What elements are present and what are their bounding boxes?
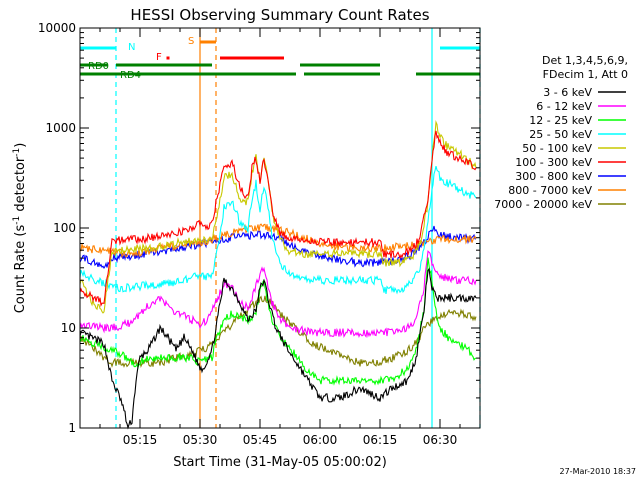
series-line — [79, 250, 477, 338]
annotation-label: RD4 — [120, 70, 141, 81]
x-tick-label: 06:30 — [423, 433, 458, 447]
flare-point — [166, 56, 170, 60]
legend-entry-label: 100 - 300 keV — [515, 156, 592, 169]
chart-title: HESSI Observing Summary Count Rates — [130, 6, 429, 24]
legend-header: Det 1,3,4,5,6,9, — [542, 54, 628, 67]
y-tick-label: 10000 — [38, 21, 76, 35]
y-tick-label: 1000 — [45, 121, 76, 135]
legend-entry-label: 6 - 12 keV — [536, 100, 592, 113]
series-line — [79, 165, 477, 295]
x-axis: 05:15 05:30 05:45 06:00 06:15 06:30 — [99, 28, 461, 447]
legend-entry-label: 7000 - 20000 keV — [494, 198, 592, 211]
x-tick-label: 05:15 — [123, 433, 158, 447]
timestamp: 27-Mar-2010 18:37 — [560, 467, 637, 476]
legend: Det 1,3,4,5,6,9,FDecim 1, Att 0 3 - 6 keV… — [494, 54, 628, 211]
y-tick-label: 1 — [68, 421, 76, 435]
y-axis: 1 10 100 1000 10000 — [38, 21, 480, 435]
y-tick-label: 100 — [53, 221, 76, 235]
x-tick-label: 05:45 — [243, 433, 278, 447]
legend-header: FDecim 1, Att 0 — [543, 68, 628, 81]
series-layer — [79, 120, 477, 430]
legend-entry-label: 3 - 6 keV — [543, 86, 592, 99]
y-axis-label: Count Rate (s-1 detector-1) — [12, 143, 28, 314]
series-line — [79, 120, 477, 314]
legend-entry-label: 300 - 800 keV — [515, 170, 592, 183]
legend-entry-label: 25 - 50 keV — [529, 128, 592, 141]
series-line — [79, 130, 477, 308]
series-line — [79, 257, 477, 386]
series-line — [79, 225, 476, 270]
x-tick-label: 06:15 — [363, 433, 398, 447]
annotation-label: N — [128, 42, 135, 53]
y-tick-label: 10 — [61, 321, 76, 335]
legend-entry-label: 50 - 100 keV — [522, 142, 592, 155]
legend-entry-label: 12 - 25 keV — [529, 114, 592, 127]
annotation-label: F — [156, 52, 162, 63]
annotation-label: RD0 — [88, 61, 109, 72]
legend-entry-label: 800 - 7000 keV — [508, 184, 592, 197]
series-line — [79, 267, 477, 430]
x-axis-label: Start Time (31-May-05 05:00:02) — [173, 455, 387, 470]
x-tick-label: 05:30 — [183, 433, 218, 447]
annotation-label: S — [188, 36, 194, 47]
x-tick-label: 06:00 — [303, 433, 338, 447]
